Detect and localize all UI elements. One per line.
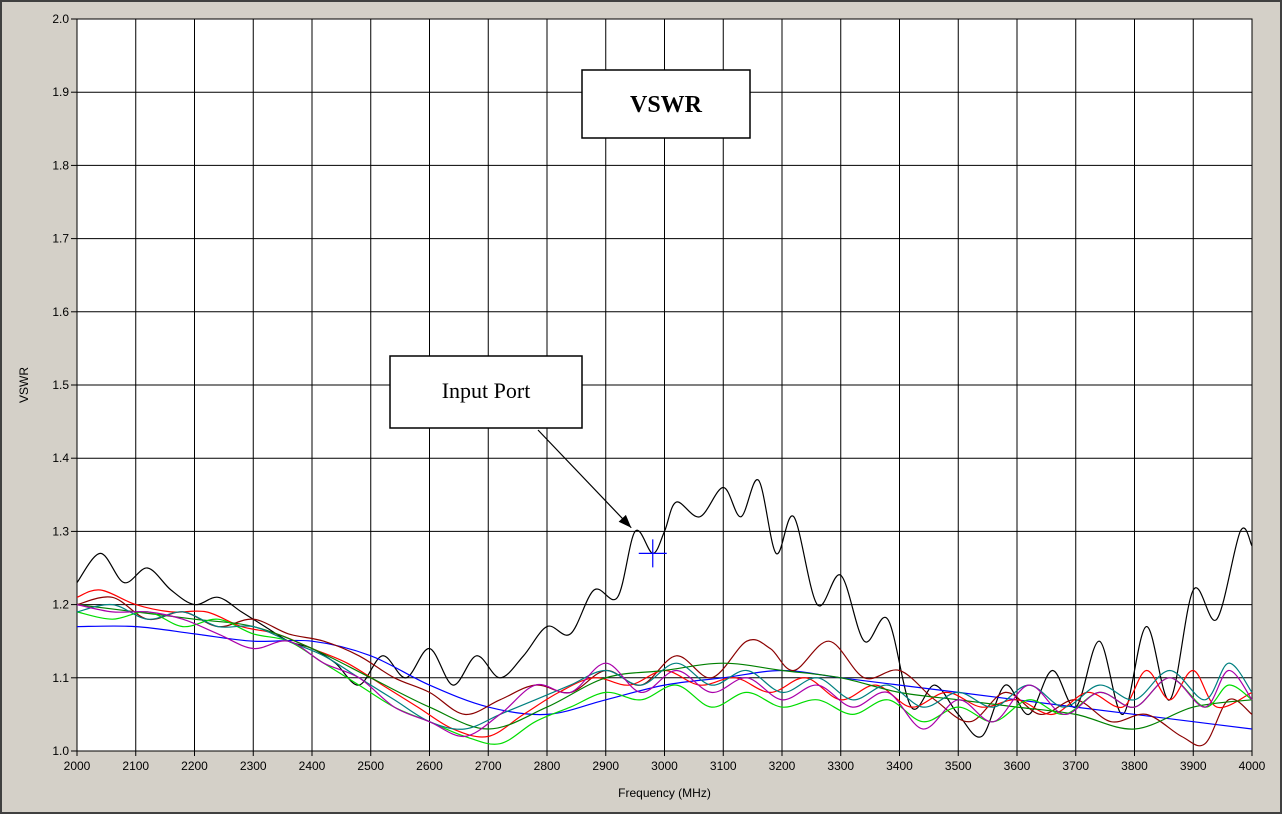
x-tick-label: 2000: [64, 759, 91, 773]
x-tick-label: 3300: [827, 759, 854, 773]
x-tick-label: 2900: [592, 759, 619, 773]
x-tick-label: 2400: [299, 759, 326, 773]
x-axis-ticks: 2000 2100 2200 2300 2400 2500 2600 2700 2800 2900…: [64, 751, 1266, 773]
y-axis-ticks: 1.0 1.1 1.2 1.3 1.4 1.5 1.6 1.7 1.8 1.9 2.0: [52, 12, 77, 758]
cursor-marker[interactable]: [638, 539, 667, 568]
y-tick-label: 1.5: [52, 378, 69, 392]
y-tick-label: 2.0: [52, 12, 69, 26]
x-tick-label: 2800: [534, 759, 561, 773]
x-axis-label: Frequency (MHz): [618, 786, 711, 800]
x-tick-label: 3500: [945, 759, 972, 773]
y-tick-label: 1.8: [52, 158, 69, 172]
series-line-6: [76, 603, 1253, 730]
x-tick-label: 3700: [1062, 759, 1089, 773]
annotation-label: Input Port: [442, 378, 531, 403]
x-tick-label: 3400: [886, 759, 913, 773]
y-tick-label: 1.1: [52, 671, 69, 685]
x-tick-label: 2300: [240, 759, 267, 773]
y-tick-label: 1.6: [52, 305, 69, 319]
y-tick-label: 1.7: [52, 232, 69, 246]
series-lines: [76, 479, 1253, 747]
y-tick-label: 1.0: [52, 744, 69, 758]
title-box: VSWR: [581, 69, 751, 139]
series-line-2: [76, 596, 1253, 747]
y-tick-label: 1.3: [52, 524, 69, 538]
x-tick-label: 2100: [122, 759, 149, 773]
y-tick-label: 1.2: [52, 598, 69, 612]
x-tick-label: 3800: [1121, 759, 1148, 773]
x-tick-label: 2700: [475, 759, 502, 773]
series-line-7: [76, 604, 1253, 738]
x-tick-label: 3100: [710, 759, 737, 773]
x-tick-label: 3900: [1180, 759, 1207, 773]
series-line-5: [76, 611, 1253, 745]
x-tick-label: 2600: [416, 759, 443, 773]
x-tick-label: 3200: [769, 759, 796, 773]
x-tick-label: 4000: [1239, 759, 1266, 773]
annotation-arrow: [537, 429, 632, 529]
x-tick-label: 2500: [357, 759, 384, 773]
x-tick-label: 2200: [181, 759, 208, 773]
x-tick-label: 3600: [1004, 759, 1031, 773]
annotation-arrowhead: [618, 514, 632, 528]
y-tick-label: 1.9: [52, 85, 69, 99]
y-axis-label: VSWR: [17, 367, 31, 403]
chart-title: VSWR: [630, 92, 703, 118]
y-tick-label: 1.4: [52, 451, 69, 465]
x-tick-label: 3000: [651, 759, 678, 773]
annotation-input-port: Input Port: [389, 355, 632, 529]
